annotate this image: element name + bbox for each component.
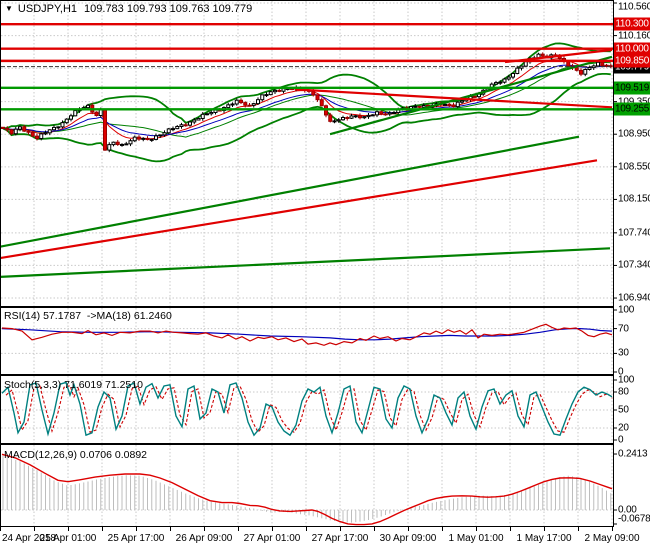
quote-ohlc: 109.783 109.793 109.763 109.779 (84, 3, 253, 15)
axis-ticks (0, 2, 617, 531)
price-scale[interactable] (613, 0, 650, 527)
chart-title: ▼ USDJPY,H1 109.783 109.793 109.763 109.77… (5, 3, 252, 15)
time-scale[interactable] (0, 527, 650, 550)
macd-label: MACD(12,26,9) 0.0706 0.0892 (4, 449, 148, 461)
stoch-panel (1, 381, 613, 437)
panel-borders (0, 0, 614, 527)
trendlines (0, 22, 613, 278)
symbol-dropdown-icon[interactable]: ▼ (5, 4, 13, 13)
stoch-label: Stoch(5,3,3) 71.6019 71.2510 (4, 379, 143, 391)
symbol-timeframe-label: USDJPY,H1 (17, 3, 78, 15)
candles (1, 52, 613, 153)
macd-panel (1, 453, 613, 526)
rsi-label: RSI(14) 57.1787 ->MA(18) 61.2460 (4, 310, 172, 322)
panel-backgrounds (1, 1, 613, 526)
rsi-panel (1, 323, 613, 346)
